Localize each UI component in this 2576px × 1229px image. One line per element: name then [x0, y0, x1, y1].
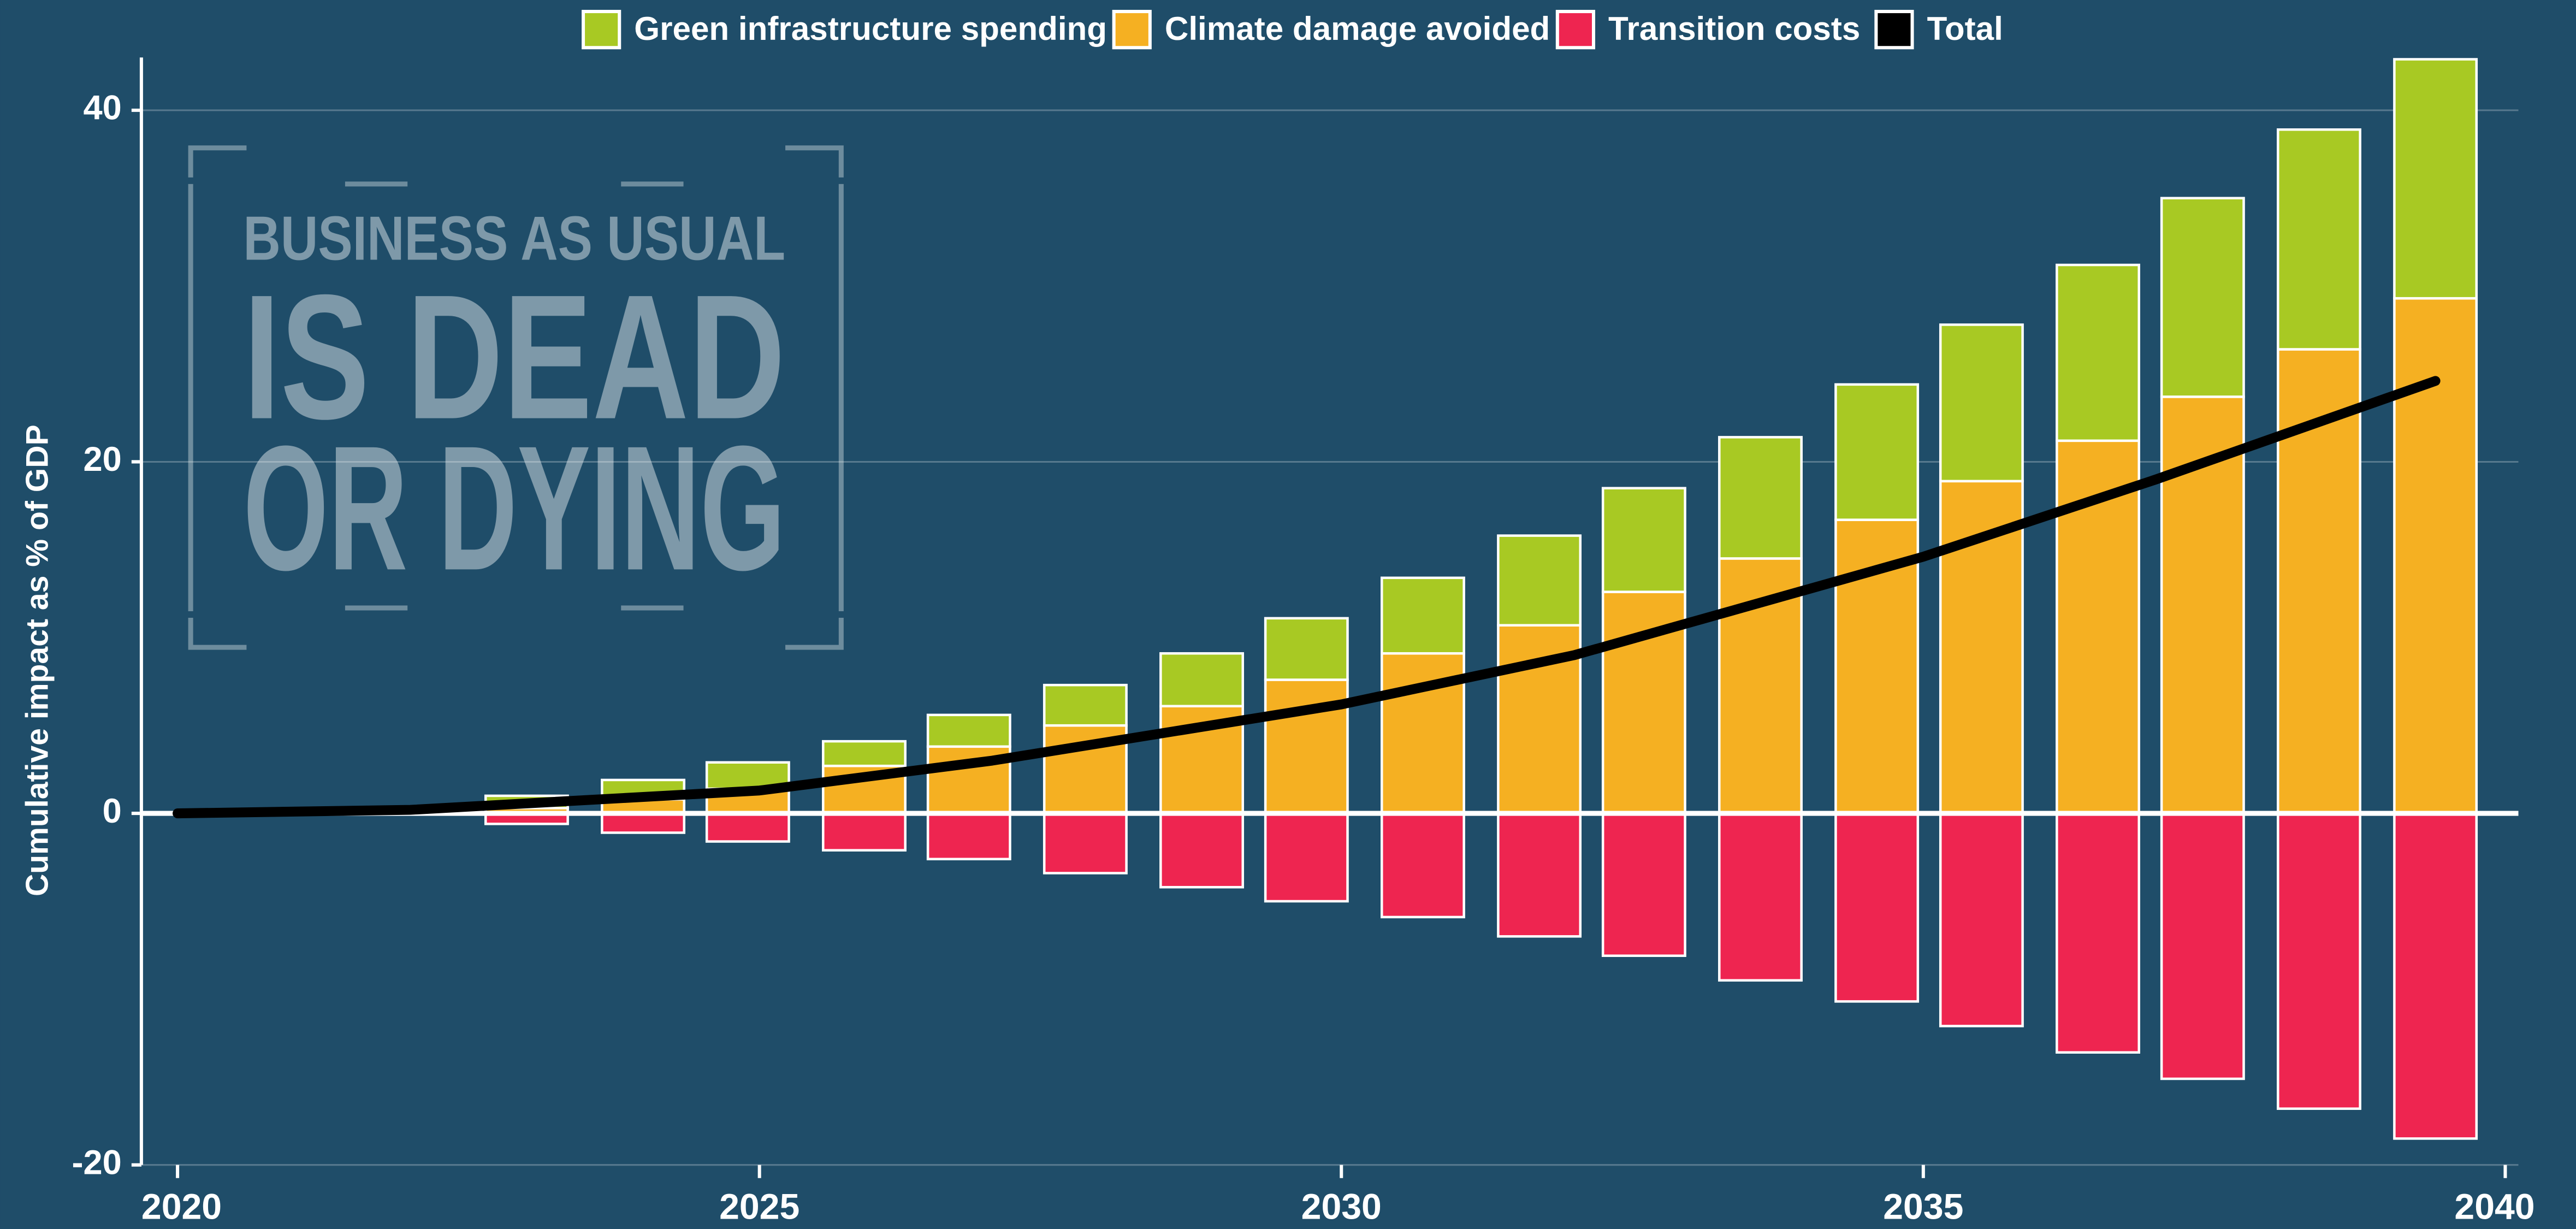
bar	[2276, 128, 2361, 351]
legend-swatch	[1874, 10, 1914, 50]
bar	[2276, 812, 2361, 1110]
frame-corner	[188, 145, 844, 650]
bar	[2056, 263, 2140, 442]
bar	[1601, 812, 1686, 957]
bar	[822, 740, 907, 767]
bar	[1264, 678, 1349, 815]
bar	[1380, 576, 1465, 655]
bar	[926, 713, 1011, 748]
bar	[2393, 812, 2478, 1140]
bar	[926, 812, 1011, 860]
bar	[1497, 812, 1582, 938]
bar	[1601, 487, 1686, 593]
bar	[1159, 652, 1244, 708]
bar	[2160, 197, 2245, 398]
x-tick-label: 2025	[719, 1186, 800, 1227]
bar	[2393, 58, 2478, 300]
x-tick-label: 2040	[2454, 1186, 2534, 1227]
bar	[2160, 812, 2245, 1080]
legend-swatch	[1555, 10, 1595, 50]
bar	[1834, 812, 1920, 1003]
bar	[1380, 812, 1465, 919]
bar	[1718, 812, 1803, 982]
legend-label: Transition costs	[1608, 10, 1860, 47]
bar	[1264, 812, 1349, 903]
bar	[822, 812, 907, 852]
bar	[1939, 812, 2024, 1027]
bar	[2393, 297, 2478, 815]
bar	[1043, 683, 1128, 727]
watermark-frame	[188, 145, 844, 650]
y-tick-label: 0	[103, 792, 122, 830]
legend-label: Total	[1927, 10, 2003, 47]
bar	[1497, 534, 1582, 627]
total-line	[173, 376, 2441, 819]
x-tick-label: 2030	[1301, 1186, 1382, 1227]
bar	[705, 812, 790, 843]
bar	[1043, 812, 1128, 875]
y-tick-label: 40	[84, 89, 122, 127]
bar	[1497, 624, 1582, 815]
x-tick-label: 2020	[141, 1186, 222, 1227]
legend-label: Climate damage avoided	[1165, 10, 1550, 47]
watermark-line: OR DYING	[243, 409, 785, 607]
legend-swatch	[582, 10, 621, 50]
y-axis-label: Cumulative impact as % of GDP	[20, 424, 55, 896]
bar	[601, 812, 686, 834]
watermark-line: BUSINESS AS USUAL	[243, 204, 785, 273]
y-tick-label: 20	[84, 440, 122, 478]
y-tick-label: -20	[72, 1143, 122, 1181]
bar	[1834, 383, 1920, 521]
bar	[1718, 436, 1803, 560]
x-tick-label: 2035	[1883, 1186, 1963, 1227]
bar	[2056, 812, 2140, 1054]
bar	[1264, 617, 1349, 681]
legend-swatch	[1112, 10, 1152, 50]
watermark-line: IS DEAD	[243, 258, 785, 456]
legend-label: Green infrastructure spending	[634, 10, 1107, 47]
bar	[2160, 395, 2245, 815]
bar	[1159, 812, 1244, 889]
bar	[1939, 323, 2024, 483]
